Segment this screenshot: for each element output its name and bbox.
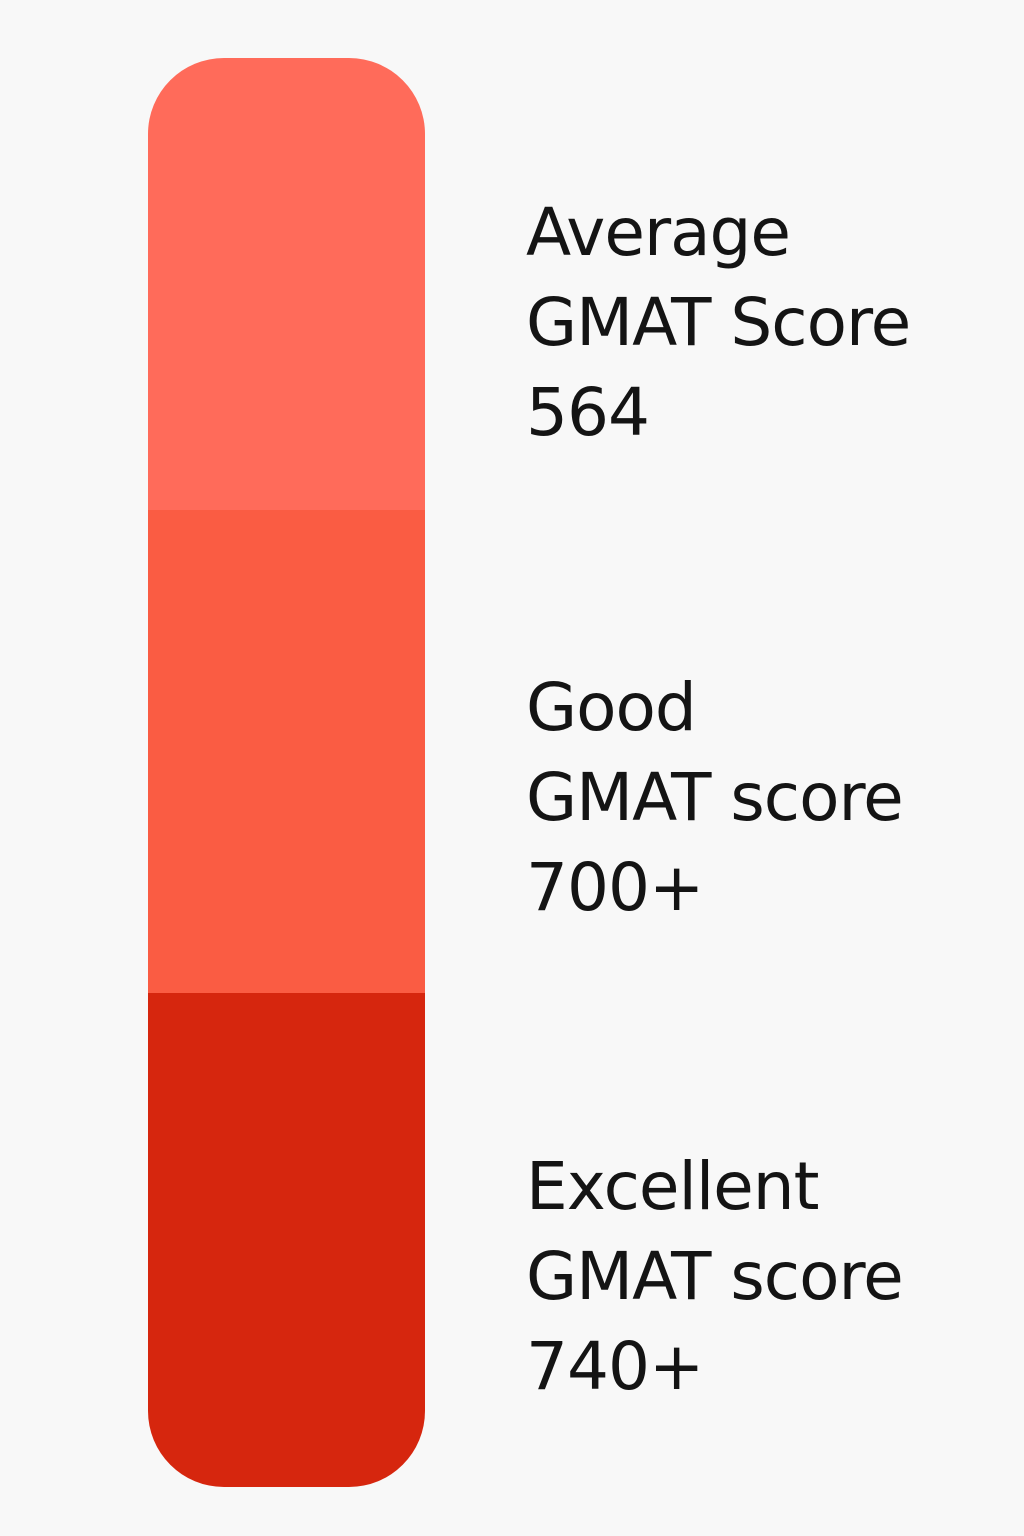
good-tier-segment <box>148 510 425 993</box>
excellent-tier-segment <box>148 993 425 1487</box>
tier-name: Average <box>526 194 791 271</box>
tier-score: 564 <box>526 374 650 451</box>
gmat-score-scale-bar <box>148 58 425 1487</box>
excellent-tier-label: Excellent GMAT score 740+ <box>526 1142 904 1412</box>
tier-subtitle: GMAT Score <box>526 284 911 361</box>
tier-subtitle: GMAT score <box>526 1238 904 1315</box>
tier-subtitle: GMAT score <box>526 759 904 836</box>
average-tier-segment <box>148 58 425 510</box>
good-tier-label: Good GMAT score 700+ <box>526 663 904 933</box>
tier-score: 700+ <box>526 849 704 926</box>
tier-name: Excellent <box>526 1148 819 1225</box>
average-tier-label: Average GMAT Score 564 <box>526 188 911 458</box>
tier-score: 740+ <box>526 1328 704 1405</box>
tier-name: Good <box>526 669 697 746</box>
